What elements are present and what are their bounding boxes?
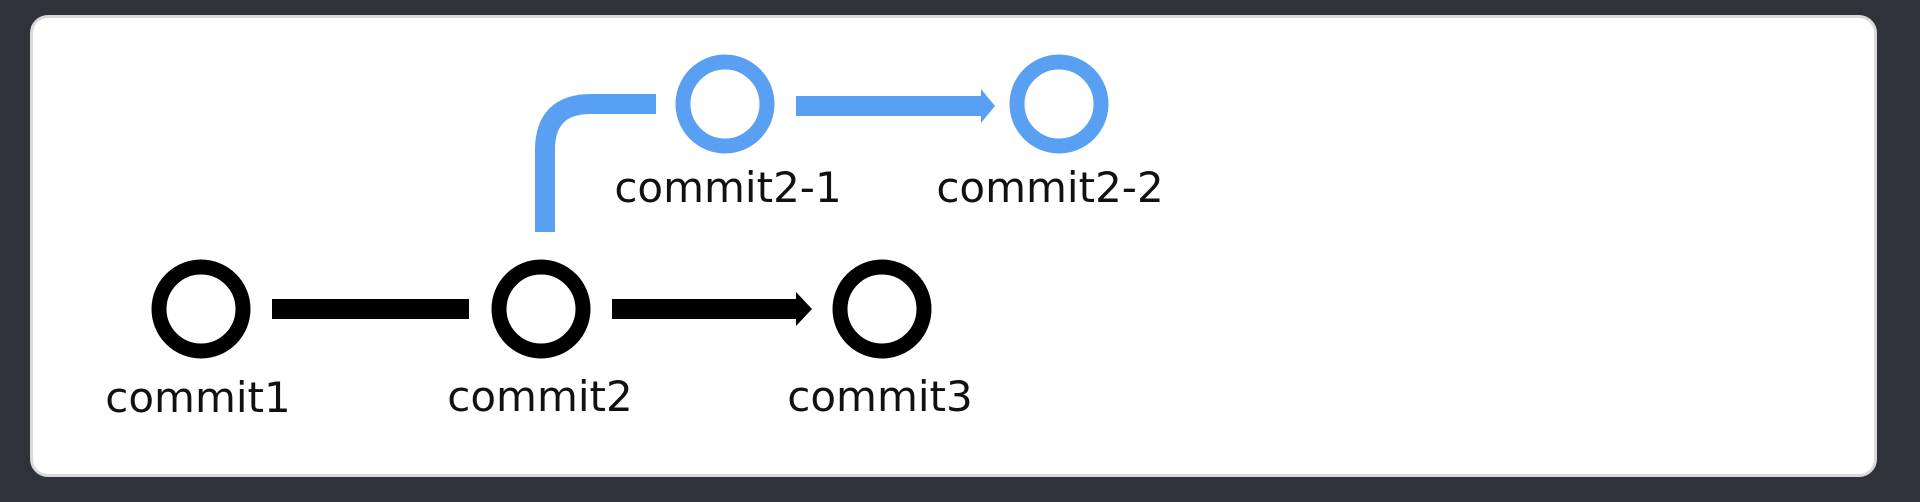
- edge-commit2-branch-up: [535, 94, 656, 232]
- commit1-node: [151, 259, 251, 359]
- commit2-2-node: [1009, 54, 1109, 154]
- commit3-node: [832, 259, 932, 359]
- commit3-label: commit3: [787, 372, 972, 421]
- commit2-label: commit2: [447, 372, 632, 421]
- commit2-2-label: commit2-2: [936, 163, 1163, 212]
- diagram-card: [30, 15, 1877, 477]
- arrowhead-commit3: [796, 292, 812, 326]
- arrowhead-commit2-2: [981, 89, 995, 123]
- commit2-node: [491, 259, 591, 359]
- commit2-1-label: commit2-1: [614, 163, 841, 212]
- commit1-label: commit1: [105, 373, 290, 422]
- commit2-1-node: [675, 54, 775, 154]
